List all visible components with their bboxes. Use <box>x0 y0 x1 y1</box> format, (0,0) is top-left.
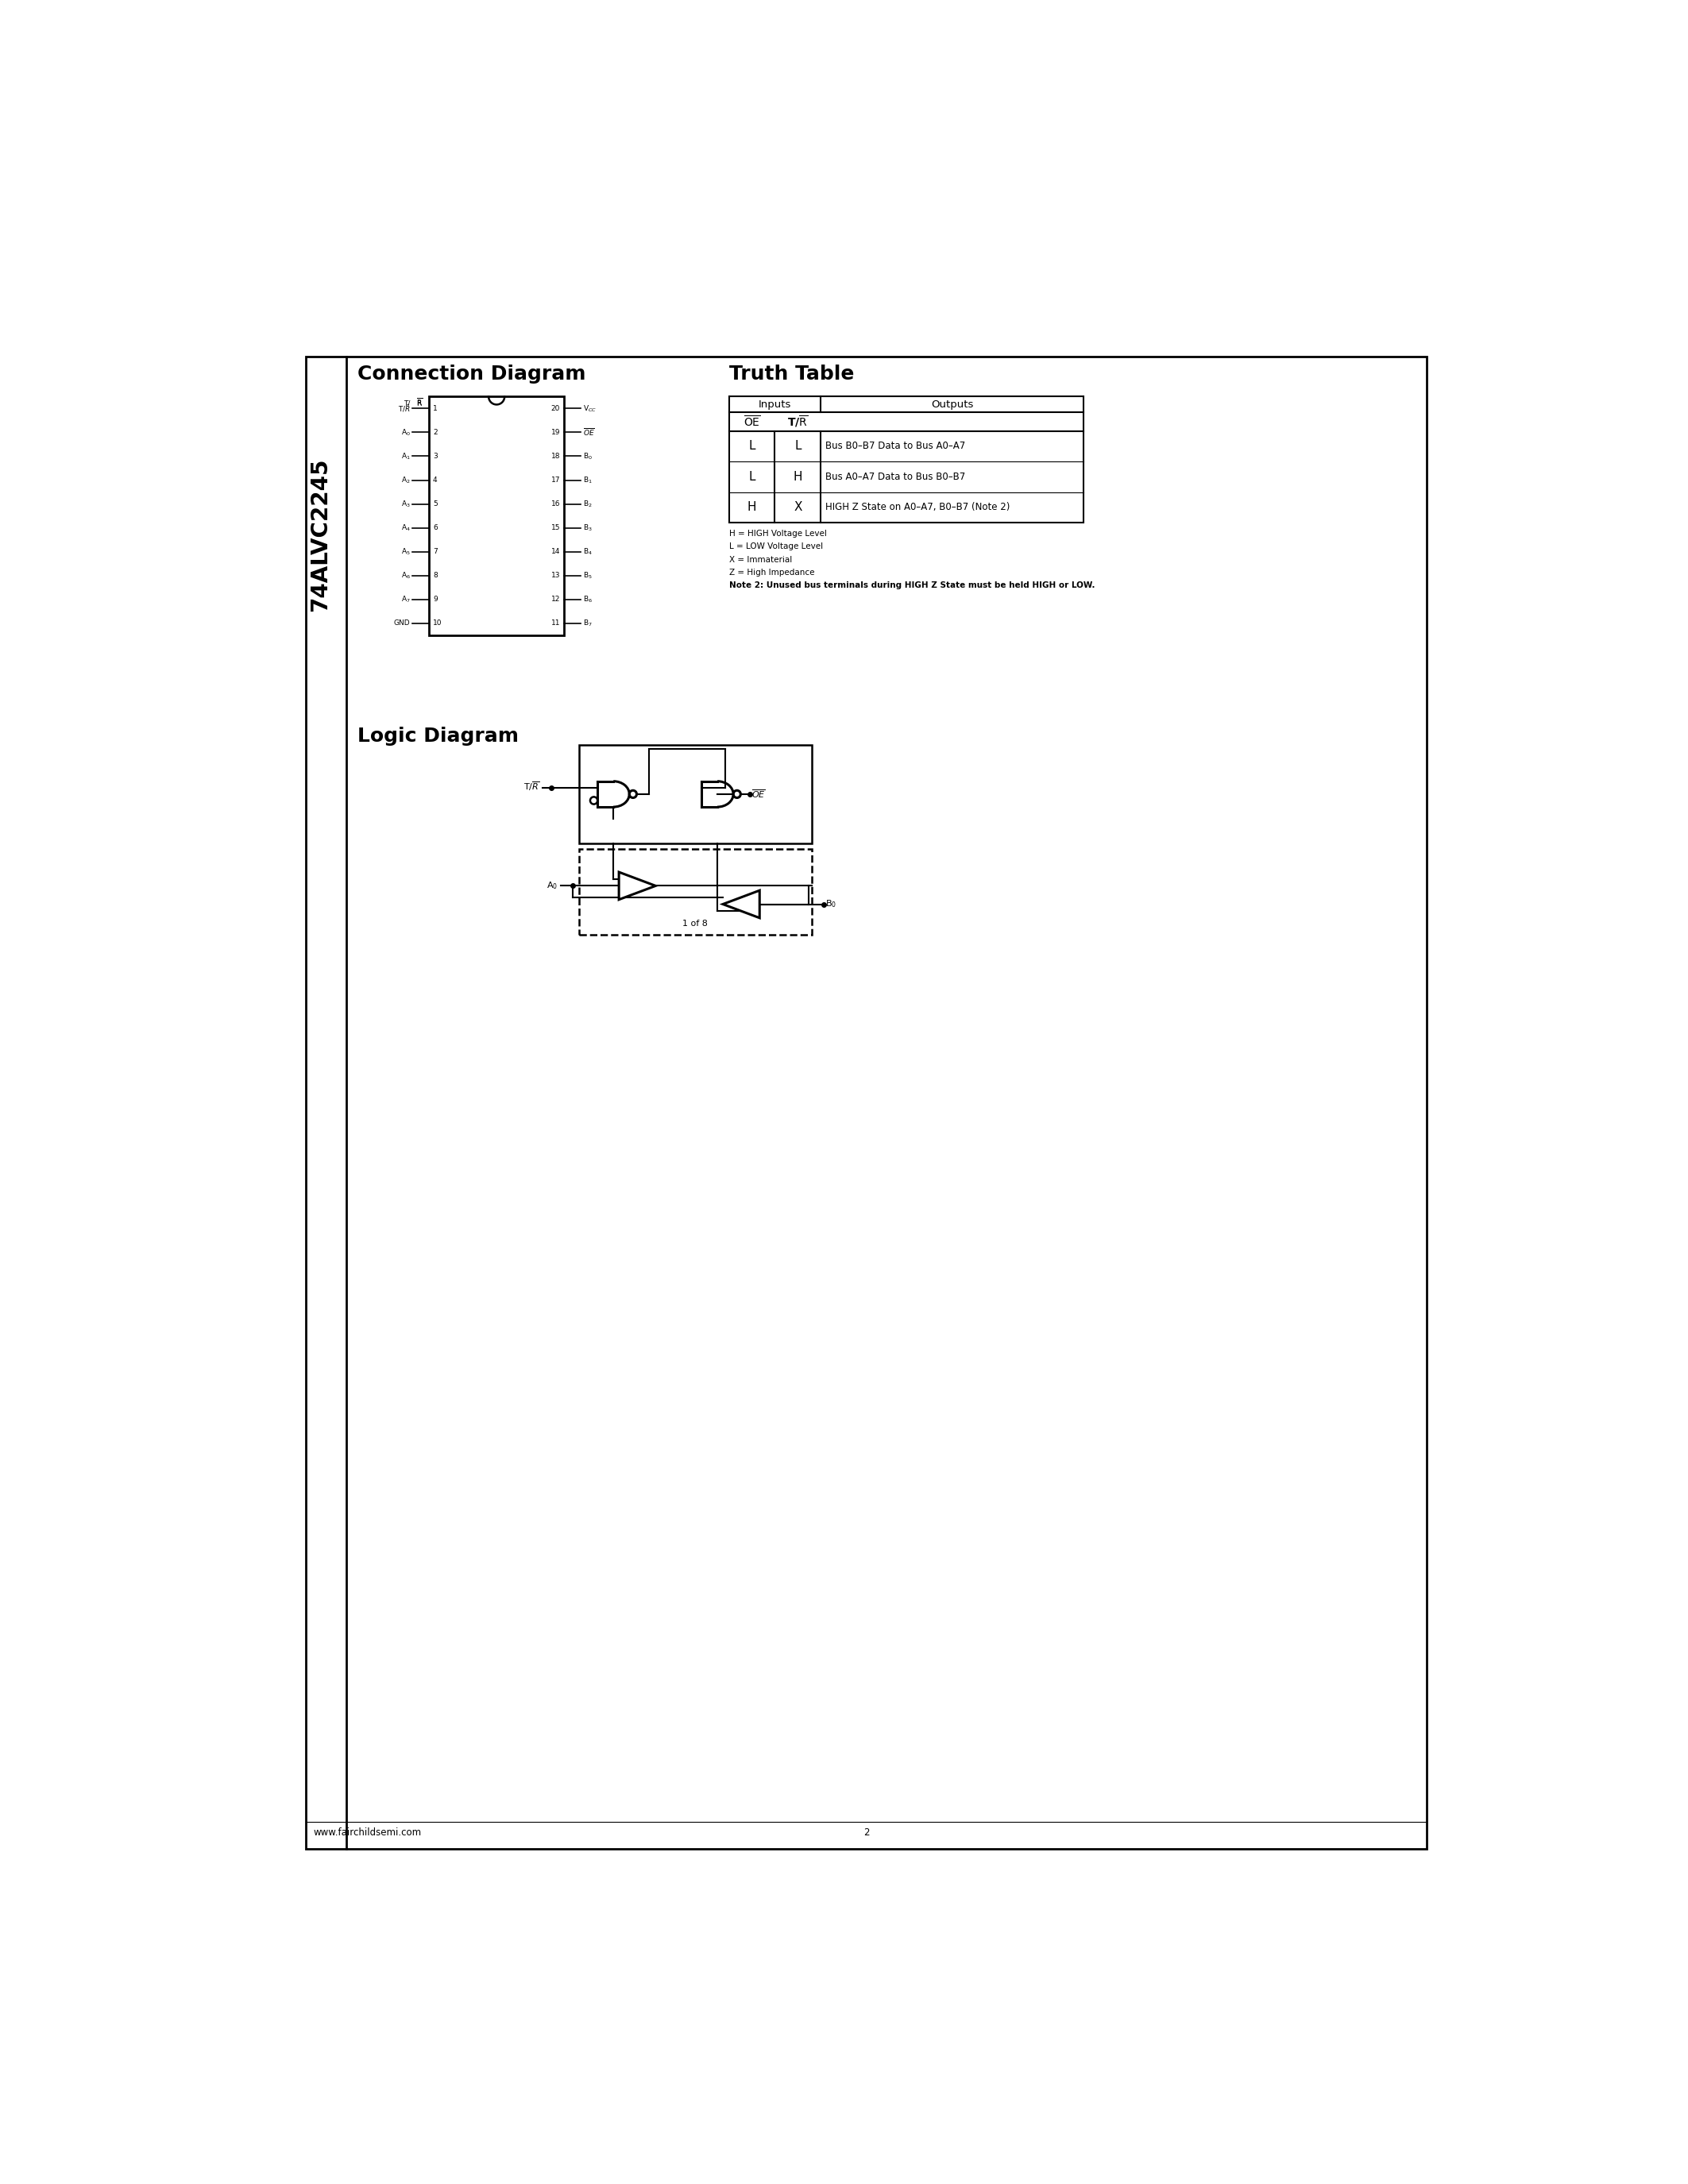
Text: 14: 14 <box>552 548 560 555</box>
Text: $\overline{OE}$: $\overline{OE}$ <box>582 426 594 439</box>
Text: H: H <box>748 502 756 513</box>
Text: 15: 15 <box>550 524 560 531</box>
Text: B$_4$: B$_4$ <box>582 546 592 557</box>
Text: 10: 10 <box>432 620 442 627</box>
Text: 7: 7 <box>432 548 437 555</box>
Text: A$_0$: A$_0$ <box>547 880 557 891</box>
Text: 19: 19 <box>550 428 560 437</box>
Text: 3: 3 <box>432 452 437 461</box>
Text: Z = High Impedance: Z = High Impedance <box>729 568 814 577</box>
Text: L: L <box>748 441 755 452</box>
Text: B$_2$: B$_2$ <box>582 498 592 509</box>
Text: H = HIGH Voltage Level: H = HIGH Voltage Level <box>729 531 827 537</box>
Polygon shape <box>722 891 760 917</box>
Polygon shape <box>619 871 655 900</box>
Text: 13: 13 <box>550 572 560 579</box>
Text: 2: 2 <box>864 1828 869 1837</box>
Text: B$_0$: B$_0$ <box>582 452 592 461</box>
Text: Logic Diagram: Logic Diagram <box>358 727 518 747</box>
Text: $\overline{\rm OE}$: $\overline{\rm OE}$ <box>743 415 761 428</box>
Text: 20: 20 <box>552 404 560 413</box>
Text: Note 2: Unused bus terminals during HIGH Z State must be held HIGH or LOW.: Note 2: Unused bus terminals during HIGH… <box>729 581 1096 590</box>
Text: X = Immaterial: X = Immaterial <box>729 555 792 563</box>
Text: 17: 17 <box>550 476 560 483</box>
Text: HIGH Z State on A0–A7, B0–B7 (Note 2): HIGH Z State on A0–A7, B0–B7 (Note 2) <box>825 502 1009 513</box>
Text: A$_0$: A$_0$ <box>402 428 410 437</box>
Text: L: L <box>748 472 755 483</box>
Text: Bus B0–B7 Data to Bus A0–A7: Bus B0–B7 Data to Bus A0–A7 <box>825 441 966 452</box>
Text: T/$\overline{R}$: T/$\overline{R}$ <box>523 780 540 793</box>
Text: 11: 11 <box>550 620 560 627</box>
Text: L: L <box>795 441 802 452</box>
Text: Truth Table: Truth Table <box>729 365 854 384</box>
Text: 9: 9 <box>432 596 437 603</box>
Text: 1 of 8: 1 of 8 <box>682 919 707 928</box>
Text: A$_6$: A$_6$ <box>400 570 410 581</box>
Bar <box>579 745 812 843</box>
Text: A$_4$: A$_4$ <box>400 522 410 533</box>
Text: B$_6$: B$_6$ <box>582 594 592 605</box>
Text: L = LOW Voltage Level: L = LOW Voltage Level <box>729 544 822 550</box>
Text: R: R <box>417 400 422 408</box>
Text: www.fairchildsemi.com: www.fairchildsemi.com <box>312 1828 422 1837</box>
Text: Outputs: Outputs <box>932 400 974 411</box>
Text: T/$\overline{\rm R}$: T/$\overline{\rm R}$ <box>787 415 809 428</box>
Bar <box>306 356 1426 1850</box>
Text: A$_1$: A$_1$ <box>402 452 410 461</box>
Text: Connection Diagram: Connection Diagram <box>358 365 586 384</box>
Text: 74ALVC2245: 74ALVC2245 <box>309 459 331 612</box>
Text: Inputs: Inputs <box>758 400 792 411</box>
Text: T/: T/ <box>403 400 410 408</box>
Bar <box>729 397 1084 522</box>
Text: 5: 5 <box>432 500 437 507</box>
Text: A$_2$: A$_2$ <box>402 476 410 485</box>
Text: B$_3$: B$_3$ <box>582 522 592 533</box>
Text: 2: 2 <box>432 428 437 437</box>
Text: 6: 6 <box>432 524 437 531</box>
Text: 12: 12 <box>552 596 560 603</box>
Text: 18: 18 <box>550 452 560 461</box>
Text: X: X <box>793 502 802 513</box>
Text: B$_0$: B$_0$ <box>825 898 837 911</box>
Bar <box>429 397 564 636</box>
Text: $\overline{\rm R}$: $\overline{\rm R}$ <box>417 395 424 408</box>
Text: 16: 16 <box>550 500 560 507</box>
Text: A$_7$: A$_7$ <box>402 594 410 605</box>
Text: T/$\bar{R}$: T/$\bar{R}$ <box>398 404 410 413</box>
Text: B$_7$: B$_7$ <box>582 618 592 629</box>
Text: A$_3$: A$_3$ <box>402 498 410 509</box>
Text: B$_5$: B$_5$ <box>582 570 592 581</box>
Text: 4: 4 <box>432 476 437 483</box>
Text: A$_5$: A$_5$ <box>402 546 410 557</box>
Text: 1: 1 <box>432 404 437 413</box>
Text: H: H <box>793 472 802 483</box>
Text: Bus A0–A7 Data to Bus B0–B7: Bus A0–A7 Data to Bus B0–B7 <box>825 472 966 483</box>
Bar <box>579 850 812 935</box>
Text: V$_{CC}$: V$_{CC}$ <box>582 404 596 413</box>
Text: B$_1$: B$_1$ <box>582 476 592 485</box>
Text: GND: GND <box>393 620 410 627</box>
Text: $\overline{OE}$: $\overline{OE}$ <box>751 788 766 799</box>
Text: 8: 8 <box>432 572 437 579</box>
